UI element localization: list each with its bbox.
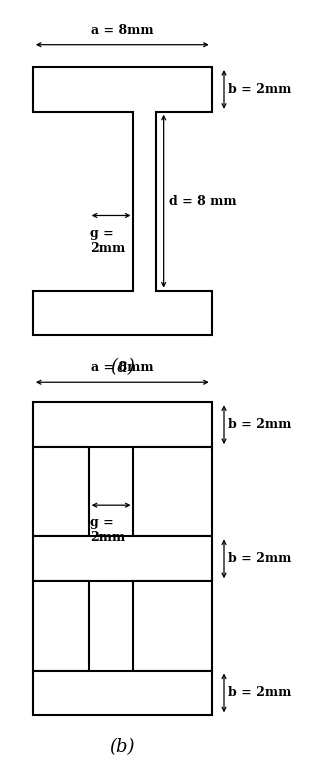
Polygon shape	[33, 67, 212, 335]
Polygon shape	[33, 670, 212, 715]
Text: b = 2mm: b = 2mm	[228, 418, 292, 431]
Text: d = 8 mm: d = 8 mm	[169, 195, 237, 207]
Text: (b): (b)	[110, 738, 135, 755]
Polygon shape	[134, 581, 212, 670]
Polygon shape	[134, 447, 212, 537]
Text: a = 8mm: a = 8mm	[91, 362, 154, 375]
Polygon shape	[33, 447, 89, 537]
Polygon shape	[33, 402, 212, 447]
Text: g =
2mm: g = 2mm	[90, 516, 125, 544]
Text: b = 2mm: b = 2mm	[228, 553, 292, 565]
Text: g =
2mm: g = 2mm	[90, 226, 125, 255]
Text: b = 2mm: b = 2mm	[228, 83, 292, 96]
Text: (a): (a)	[110, 358, 135, 375]
Polygon shape	[33, 581, 89, 670]
Polygon shape	[33, 537, 212, 581]
Text: a = 8mm: a = 8mm	[91, 24, 154, 37]
Text: b = 2mm: b = 2mm	[228, 686, 292, 699]
